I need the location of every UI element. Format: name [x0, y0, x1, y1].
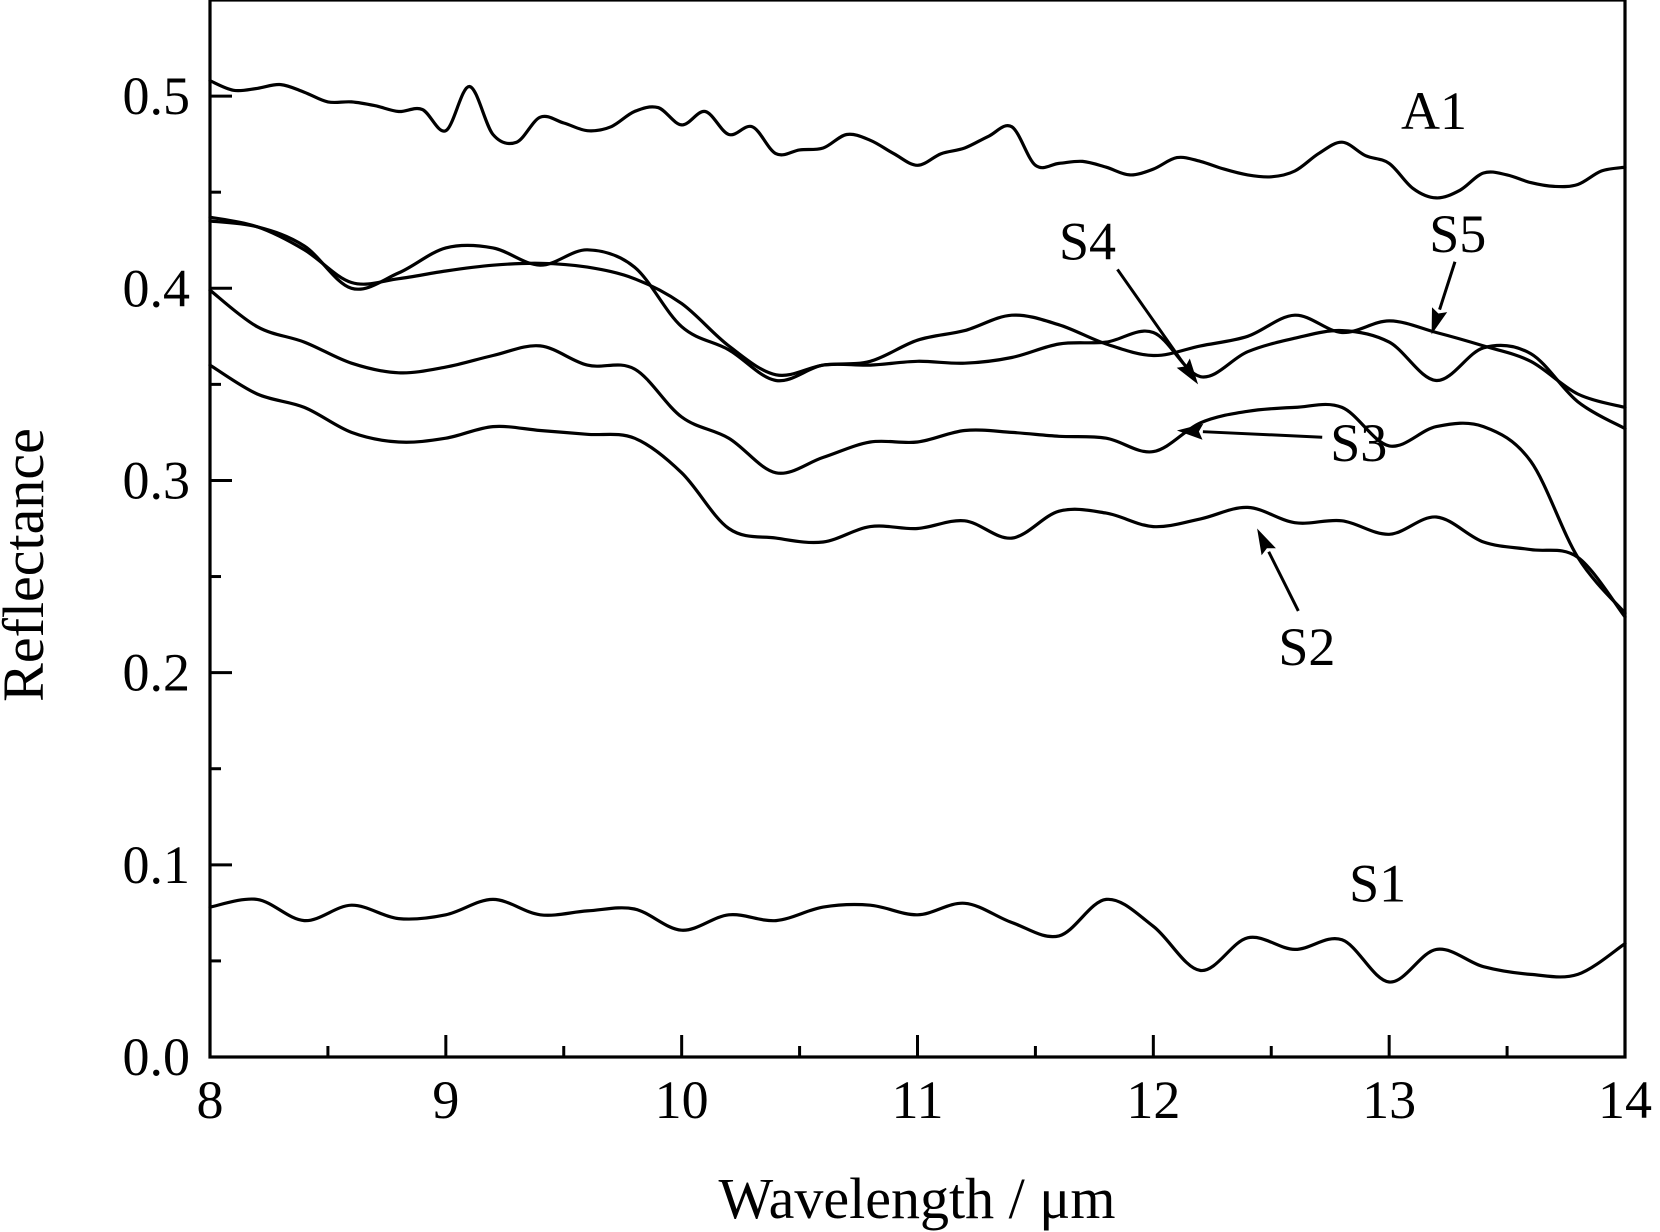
series-line-s4 [208, 219, 1627, 431]
x-tick-label: 9 [432, 1070, 459, 1130]
x-tick-label: 8 [197, 1070, 224, 1130]
y-axis-title: Reflectance [0, 428, 56, 702]
x-tick-label: 12 [1126, 1070, 1180, 1130]
series-line-s5 [208, 215, 1627, 409]
x-tick-label: 10 [655, 1070, 709, 1130]
series-line-s2 [208, 363, 1627, 619]
arrow-head-s3 [1176, 423, 1204, 440]
series-label-s1: S1 [1349, 853, 1406, 913]
y-tick-label: 0.3 [123, 450, 191, 510]
annotation-layer: A1 S5 S4 S3 S2 S1 [1059, 81, 1486, 914]
y-tick-label: 0.2 [123, 643, 191, 703]
series-line-s3 [208, 288, 1627, 615]
series-label-s2: S2 [1278, 617, 1335, 677]
x-tick-label: 11 [892, 1070, 944, 1130]
y-tick-label: 0.1 [123, 835, 191, 895]
y-tick-label: 0.5 [123, 66, 191, 126]
arrow-shaft-s2 [1267, 551, 1300, 612]
series-label-s4: S4 [1059, 211, 1116, 271]
arrow-head-s4 [1176, 358, 1199, 385]
y-tick-label: 0.0 [123, 1027, 191, 1087]
x-tick-label: 13 [1362, 1070, 1416, 1130]
arrow-shaft-s4 [1116, 268, 1185, 364]
tick-layer: 8 9 10 11 12 13 14 0.0 0.1 0.2 0.3 0.4 0.5 [123, 66, 1653, 1130]
arrow-shaft-s5 [1438, 261, 1457, 311]
x-tick-label: 14 [1598, 1070, 1652, 1130]
series-layer [208, 79, 1627, 984]
series-label-s5: S5 [1429, 204, 1486, 264]
series-label-s3: S3 [1330, 413, 1387, 473]
series-line-s1 [208, 897, 1627, 984]
arrow-shaft-s3 [1202, 430, 1323, 439]
y-tick-label: 0.4 [123, 258, 191, 318]
series-line-a1 [208, 79, 1627, 200]
arrow-head-s5 [1431, 307, 1448, 335]
plot-frame [208, 0, 1627, 1059]
arrow-head-s2 [1257, 528, 1276, 556]
series-label-a1: A1 [1401, 81, 1467, 141]
x-axis-title: Wavelength / μm [719, 1166, 1116, 1231]
